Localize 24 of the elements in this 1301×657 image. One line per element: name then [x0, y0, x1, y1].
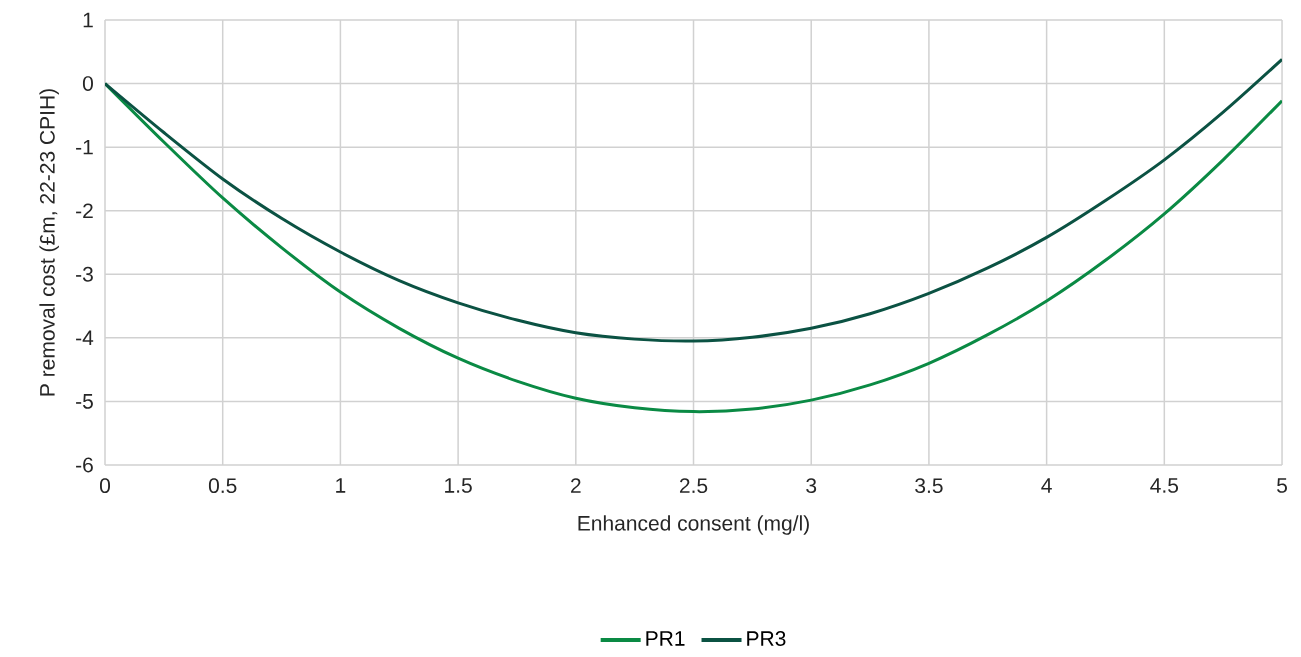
y-tick-label: -6: [76, 457, 93, 473]
legend-label: PR3: [747, 631, 786, 646]
y-tick-label: -1: [76, 139, 93, 155]
y-tick-label: -4: [76, 330, 94, 346]
y-tick-label: 1: [83, 12, 93, 28]
x-tick-label: 3: [806, 478, 817, 494]
y-tick-label: 0: [82, 76, 93, 91]
x-tick-label: 1.5: [445, 478, 472, 493]
x-tick-label: 4.5: [1150, 478, 1179, 493]
y-tick-label: -5: [76, 394, 93, 409]
y-tick-label: -3: [76, 266, 93, 282]
x-tick-label: 2.5: [679, 478, 708, 494]
x-tick-label: 1: [336, 478, 346, 493]
line-series: [105, 57, 1283, 343]
x-tick-label: 0.5: [208, 478, 237, 494]
x-tick-label: 2: [571, 478, 581, 493]
x-axis-title: Enhanced consent (mg/l): [578, 515, 809, 535]
legend-label: PR1: [646, 631, 685, 646]
x-tick-label: 4: [1041, 478, 1052, 493]
y-axis-title: P removal cost (£m, 22-23 CPIH): [39, 89, 59, 396]
x-tick-label: 0: [99, 478, 111, 494]
y-tick-label: -2: [76, 203, 93, 219]
x-tick-label: 5: [1277, 478, 1287, 493]
x-tick-label: 3.5: [915, 478, 943, 494]
